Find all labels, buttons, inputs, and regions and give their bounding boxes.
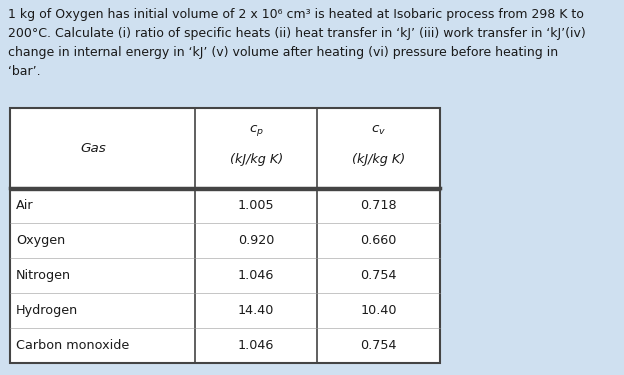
Text: 1 kg of Oxygen has initial volume of 2 x 10⁶ cm³ is heated at Isobaric process f: 1 kg of Oxygen has initial volume of 2 x… (8, 8, 584, 21)
Text: Air: Air (16, 199, 34, 212)
Text: 0.754: 0.754 (361, 339, 397, 352)
Text: 1.046: 1.046 (238, 339, 275, 352)
Text: 200°C. Calculate (i) ratio of specific heats (ii) heat transfer in ‘kJ’ (iii) wo: 200°C. Calculate (i) ratio of specific h… (8, 27, 586, 40)
Text: (kJ/kg K): (kJ/kg K) (230, 153, 283, 166)
Text: Gas: Gas (80, 142, 106, 154)
Text: 1.046: 1.046 (238, 269, 275, 282)
Text: change in internal energy in ‘kJ’ (v) volume after heating (vi) pressure before : change in internal energy in ‘kJ’ (v) vo… (8, 46, 558, 59)
Text: 10.40: 10.40 (361, 304, 397, 317)
Text: Carbon monoxide: Carbon monoxide (16, 339, 129, 352)
Text: 0.660: 0.660 (361, 234, 397, 247)
Text: (kJ/kg K): (kJ/kg K) (352, 153, 406, 166)
Text: $c_v$: $c_v$ (371, 124, 386, 137)
Text: ‘bar’.: ‘bar’. (8, 65, 41, 78)
Text: 0.920: 0.920 (238, 234, 275, 247)
Text: 0.754: 0.754 (361, 269, 397, 282)
Text: 1.005: 1.005 (238, 199, 275, 212)
Text: Hydrogen: Hydrogen (16, 304, 78, 317)
Text: Oxygen: Oxygen (16, 234, 66, 247)
Bar (10, 108, 440, 363)
Text: 0.718: 0.718 (361, 199, 397, 212)
Text: 14.40: 14.40 (238, 304, 275, 317)
Text: $c_p$: $c_p$ (249, 123, 264, 138)
Text: Nitrogen: Nitrogen (16, 269, 71, 282)
